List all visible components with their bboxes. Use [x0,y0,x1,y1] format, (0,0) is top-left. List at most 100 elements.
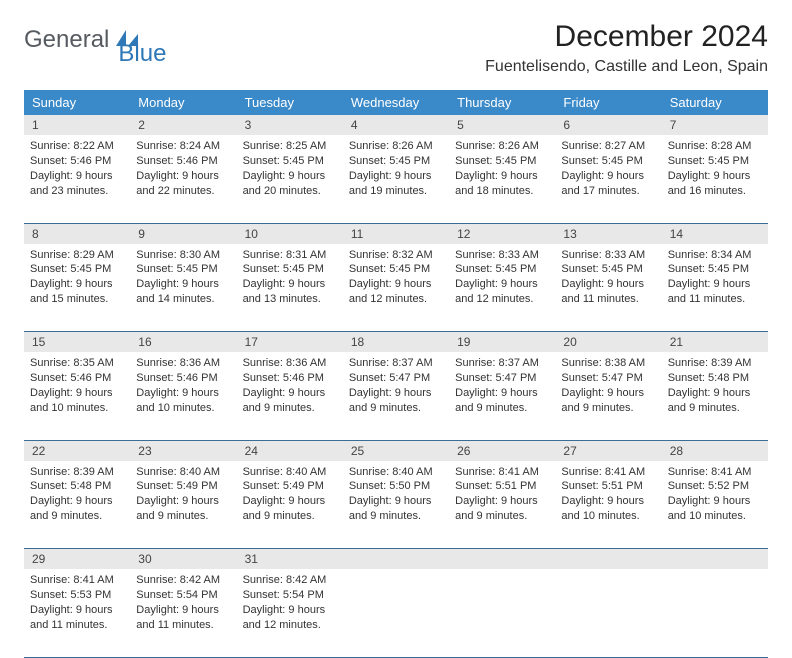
sunset-line: Sunset: 5:48 PM [30,479,124,494]
day-content: Sunrise: 8:22 AMSunset: 5:46 PMDaylight:… [24,135,130,204]
sunrise-line: Sunrise: 8:41 AM [561,465,655,480]
day-number: 15 [32,335,45,349]
day-cell: Sunrise: 8:29 AMSunset: 5:45 PMDaylight:… [24,244,130,332]
daylight-line: and 9 minutes. [668,401,762,416]
sunset-line: Sunset: 5:47 PM [349,371,443,386]
day-cell [449,569,555,657]
sunset-line: Sunset: 5:54 PM [243,588,337,603]
weekday-header: Wednesday [343,90,449,115]
daylight-line: and 12 minutes. [349,292,443,307]
day-number: 4 [351,118,358,132]
day-content: Sunrise: 8:31 AMSunset: 5:45 PMDaylight:… [237,244,343,313]
sunset-line: Sunset: 5:45 PM [243,262,337,277]
sunset-line: Sunset: 5:45 PM [668,154,762,169]
weekday-header: Friday [555,90,661,115]
day-content: Sunrise: 8:24 AMSunset: 5:46 PMDaylight:… [130,135,236,204]
day-number-cell: 5 [449,115,555,135]
daylight-line: Daylight: 9 hours [30,277,124,292]
day-number-cell: 16 [130,332,236,353]
sunrise-line: Sunrise: 8:42 AM [136,573,230,588]
day-content: Sunrise: 8:41 AMSunset: 5:52 PMDaylight:… [662,461,768,530]
daylight-line: Daylight: 9 hours [561,386,655,401]
day-content: Sunrise: 8:36 AMSunset: 5:46 PMDaylight:… [237,352,343,421]
sunset-line: Sunset: 5:45 PM [561,154,655,169]
day-cell: Sunrise: 8:25 AMSunset: 5:45 PMDaylight:… [237,135,343,223]
sunrise-line: Sunrise: 8:29 AM [30,248,124,263]
day-number-cell [555,549,661,570]
daylight-line: and 9 minutes. [561,401,655,416]
daylight-line: and 10 minutes. [136,401,230,416]
sunrise-line: Sunrise: 8:35 AM [30,356,124,371]
day-number-cell: 21 [662,332,768,353]
daylight-line: Daylight: 9 hours [455,494,549,509]
week-row: Sunrise: 8:39 AMSunset: 5:48 PMDaylight:… [24,461,768,549]
day-cell: Sunrise: 8:32 AMSunset: 5:45 PMDaylight:… [343,244,449,332]
day-content: Sunrise: 8:38 AMSunset: 5:47 PMDaylight:… [555,352,661,421]
sunset-line: Sunset: 5:45 PM [136,262,230,277]
daylight-line: and 16 minutes. [668,184,762,199]
sunrise-line: Sunrise: 8:31 AM [243,248,337,263]
day-number: 13 [563,227,576,241]
day-cell [662,569,768,657]
sunset-line: Sunset: 5:49 PM [243,479,337,494]
day-number-cell: 12 [449,223,555,244]
weekday-header: Sunday [24,90,130,115]
sunset-line: Sunset: 5:46 PM [243,371,337,386]
day-number-cell: 1 [24,115,130,135]
sunrise-line: Sunrise: 8:24 AM [136,139,230,154]
day-number: 12 [457,227,470,241]
day-number: 3 [245,118,252,132]
sunset-line: Sunset: 5:53 PM [30,588,124,603]
day-cell: Sunrise: 8:39 AMSunset: 5:48 PMDaylight:… [24,461,130,549]
day-cell: Sunrise: 8:33 AMSunset: 5:45 PMDaylight:… [555,244,661,332]
weekday-header: Saturday [662,90,768,115]
day-cell: Sunrise: 8:40 AMSunset: 5:50 PMDaylight:… [343,461,449,549]
day-number-cell: 4 [343,115,449,135]
sunset-line: Sunset: 5:45 PM [455,262,549,277]
sunset-line: Sunset: 5:46 PM [30,371,124,386]
day-number-cell: 20 [555,332,661,353]
day-number: 31 [245,552,258,566]
calendar-table: Sunday Monday Tuesday Wednesday Thursday… [24,90,768,658]
daylight-line: Daylight: 9 hours [243,386,337,401]
day-cell: Sunrise: 8:35 AMSunset: 5:46 PMDaylight:… [24,352,130,440]
daylight-line: and 20 minutes. [243,184,337,199]
location-subtitle: Fuentelisendo, Castille and Leon, Spain [485,58,768,76]
day-content: Sunrise: 8:26 AMSunset: 5:45 PMDaylight:… [449,135,555,204]
daylight-line: and 10 minutes. [561,509,655,524]
daylight-line: Daylight: 9 hours [30,603,124,618]
sunset-line: Sunset: 5:49 PM [136,479,230,494]
sunrise-line: Sunrise: 8:36 AM [136,356,230,371]
day-cell: Sunrise: 8:39 AMSunset: 5:48 PMDaylight:… [662,352,768,440]
day-content: Sunrise: 8:39 AMSunset: 5:48 PMDaylight:… [24,461,130,530]
sunset-line: Sunset: 5:50 PM [349,479,443,494]
day-cell [343,569,449,657]
sunset-line: Sunset: 5:46 PM [30,154,124,169]
daylight-line: Daylight: 9 hours [561,494,655,509]
sunset-line: Sunset: 5:45 PM [349,262,443,277]
daylight-line: and 14 minutes. [136,292,230,307]
day-cell: Sunrise: 8:26 AMSunset: 5:45 PMDaylight:… [343,135,449,223]
sunrise-line: Sunrise: 8:40 AM [136,465,230,480]
day-number: 22 [32,444,45,458]
day-number: 26 [457,444,470,458]
daylight-line: and 9 minutes. [136,509,230,524]
day-number: 11 [351,227,363,241]
day-content: Sunrise: 8:36 AMSunset: 5:46 PMDaylight:… [130,352,236,421]
week-row: Sunrise: 8:22 AMSunset: 5:46 PMDaylight:… [24,135,768,223]
day-number-row: 891011121314 [24,223,768,244]
sunrise-line: Sunrise: 8:25 AM [243,139,337,154]
day-cell: Sunrise: 8:36 AMSunset: 5:46 PMDaylight:… [237,352,343,440]
day-number-cell: 11 [343,223,449,244]
sunrise-line: Sunrise: 8:33 AM [455,248,549,263]
day-number-cell: 6 [555,115,661,135]
daylight-line: and 17 minutes. [561,184,655,199]
day-number-cell: 10 [237,223,343,244]
day-content: Sunrise: 8:34 AMSunset: 5:45 PMDaylight:… [662,244,768,313]
daylight-line: and 12 minutes. [455,292,549,307]
day-number-cell: 30 [130,549,236,570]
sunrise-line: Sunrise: 8:33 AM [561,248,655,263]
logo-word-2: Blue [118,40,166,68]
day-number: 16 [138,335,151,349]
daylight-line: Daylight: 9 hours [243,603,337,618]
